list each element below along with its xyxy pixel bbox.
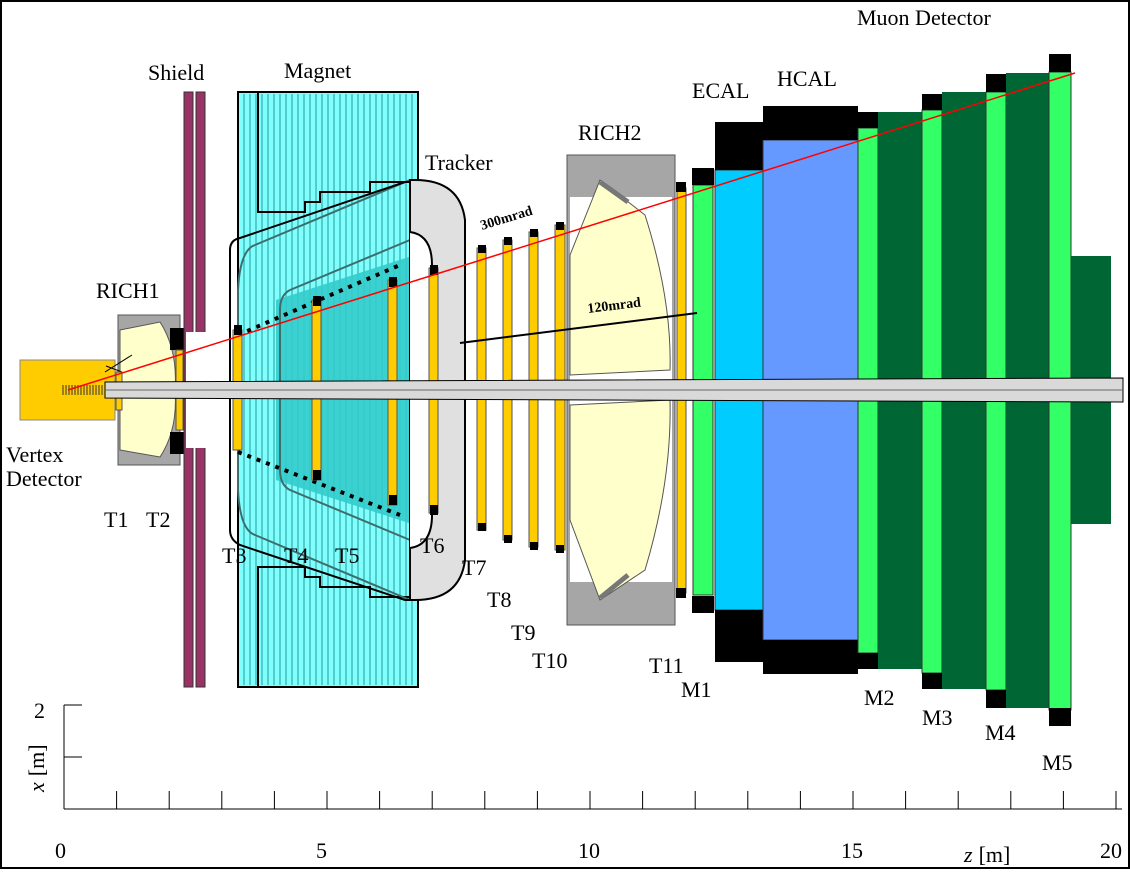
label-vertex-line2: Detector: [6, 466, 82, 491]
station-t10-cap-top: [556, 222, 564, 230]
label-m1: M1: [681, 677, 712, 702]
rich2-radiator-bottom: [569, 399, 671, 601]
station-t7-cap-top: [478, 245, 486, 253]
m1-cap-top: [692, 168, 714, 185]
label-rich1: RICH1: [96, 278, 160, 303]
station-t9-cap-bottom: [530, 542, 538, 550]
ecal-cap-top: [715, 122, 763, 170]
label-m4: M4: [985, 720, 1016, 745]
x-tick-label-2: 2: [34, 698, 45, 723]
label-tracker: Tracker: [425, 150, 493, 175]
z-axis-title: z [m]: [963, 842, 1010, 867]
label-300mrad: 300mrad: [479, 204, 535, 234]
label-magnet: Magnet: [284, 58, 351, 83]
station-t6-cap-bottom: [430, 505, 438, 515]
z-tick-label-5: 5: [316, 838, 327, 863]
label-t2: T2: [146, 507, 170, 532]
station-t5-cap-top: [389, 277, 397, 287]
axes: [63, 704, 1122, 810]
label-rich2: RICH2: [578, 120, 642, 145]
station-t4-cap-top: [313, 296, 321, 306]
station-t3-cap-top: [234, 325, 242, 335]
z-tick-label-20: 20: [1100, 838, 1122, 863]
vertex-strips: [62, 385, 103, 395]
label-m2: M2: [864, 685, 895, 710]
m1-cap-bottom: [692, 596, 714, 613]
tracker-outline: [229, 181, 411, 601]
label-ecal: ECAL: [692, 78, 749, 103]
ray-120mrad: [459, 312, 698, 344]
station-t7-cap-bottom: [478, 523, 486, 531]
rich1-ray-a: [104, 354, 133, 373]
x-axis-title: x [m]: [24, 744, 49, 793]
rich2-mirror-bottom: [598, 573, 630, 600]
rich1-ray-b: [105, 365, 123, 373]
station-t11-cap-bottom: [676, 588, 686, 598]
hcal-cap-bottom: [763, 640, 858, 674]
vertex-detector-block: [19, 359, 116, 421]
station-t11-cap-top: [676, 182, 686, 192]
label-t10: T10: [532, 648, 567, 673]
label-t9: T9: [511, 620, 535, 645]
station-t10-cap-bottom: [556, 545, 564, 553]
z-tick-label-0: 0: [55, 838, 66, 863]
z-axis-var: z: [963, 842, 973, 867]
station-t4-cap-bottom: [313, 470, 321, 480]
x-axis-unit: [m]: [24, 744, 49, 776]
label-t11: T11: [649, 653, 684, 678]
label-m3: M3: [922, 705, 953, 730]
z-axis-unit: [m]: [979, 842, 1011, 867]
ray-300mrad: [67, 72, 1076, 391]
label-t4: T4: [284, 543, 308, 568]
label-vertex-line1: Vertex: [6, 442, 63, 467]
station-t6-cap-top: [430, 265, 438, 275]
label-120mrad: 120mrad: [587, 296, 642, 317]
label-t7: T7: [462, 555, 486, 580]
label-hcal: HCAL: [777, 66, 837, 91]
label-m5: M5: [1042, 750, 1073, 775]
label-t3: T3: [222, 543, 246, 568]
x-axis-var: x: [24, 782, 49, 793]
ecal-cap-bottom: [715, 610, 763, 662]
station-t9-cap-top: [530, 229, 538, 237]
label-muon-detector: Muon Detector: [857, 5, 991, 30]
station-t8-cap-bottom: [504, 535, 512, 543]
label-t5: T5: [335, 543, 359, 568]
z-axis-ticks: [116, 791, 1117, 809]
rich1-photodetector-top: [170, 328, 185, 350]
label-t8: T8: [487, 587, 511, 612]
z-tick-label-15: 15: [841, 838, 863, 863]
rich1-photodetector-bottom: [170, 432, 185, 454]
label-shield: Shield: [148, 60, 204, 85]
label-t1: T1: [104, 507, 128, 532]
z-tick-label-10: 10: [578, 838, 600, 863]
rich2-mirror-top: [598, 179, 630, 205]
station-t8-cap-top: [504, 237, 512, 245]
label-t6: T6: [420, 533, 444, 558]
hcal-cap-top: [763, 106, 858, 140]
station-t5-cap-bottom: [389, 495, 397, 505]
